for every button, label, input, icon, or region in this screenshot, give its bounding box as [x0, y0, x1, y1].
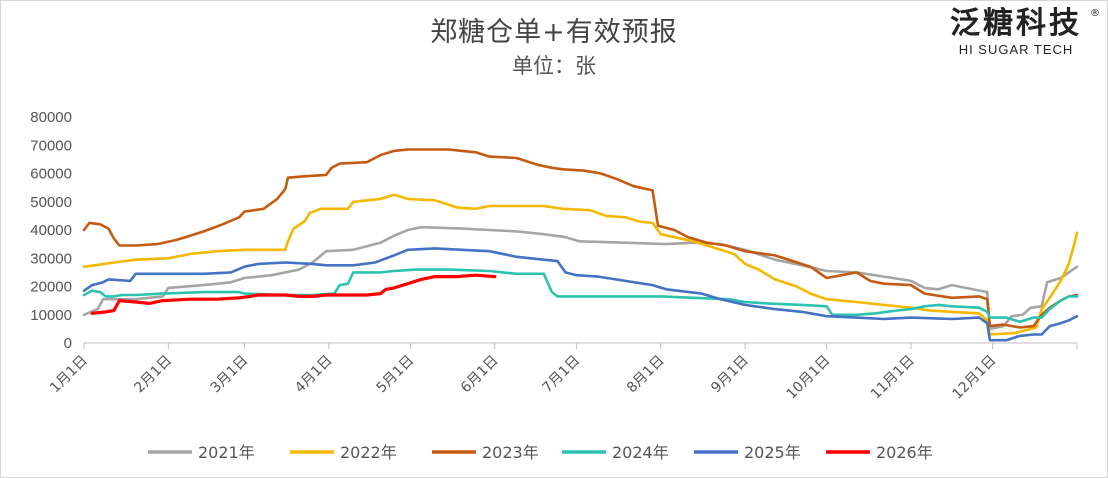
x-tick-label: 2月1日	[131, 353, 175, 397]
x-tick-label: 5月1日	[374, 353, 418, 397]
y-tick-label: 70000	[30, 137, 72, 154]
x-tick-label: 8月1日	[624, 353, 668, 397]
x-tick-label: 10月1日	[784, 353, 834, 403]
y-tick-label: 50000	[30, 194, 72, 211]
x-tick-label: 9月1日	[708, 353, 752, 397]
x-tick-label: 7月1日	[540, 353, 584, 397]
x-tick-label: 6月1日	[458, 353, 502, 397]
series-line	[82, 268, 1079, 324]
x-tick-label: 12月1日	[949, 353, 999, 403]
brand-logo-cn-text: 泛糖科技	[950, 6, 1082, 41]
legend-label: 2026年	[876, 443, 933, 462]
legend-label: 2024年	[612, 443, 669, 462]
series-line	[82, 148, 1079, 329]
brand-logo: 泛糖科技 HI SUGAR TECH ®	[936, 6, 1100, 57]
y-tick-label: 40000	[30, 222, 72, 239]
y-tick-label: 30000	[30, 250, 72, 267]
y-tick-label: 0	[64, 335, 72, 352]
y-tick-label: 60000	[30, 166, 72, 183]
chart-subtitle: 单位：张	[512, 54, 596, 78]
legend-label: 2023年	[482, 443, 539, 462]
y-tick-label: 80000	[30, 109, 72, 126]
legend-label: 2025年	[744, 443, 801, 462]
brand-logo-en-text: HI SUGAR TECH	[958, 42, 1074, 57]
legend-label: 2021年	[198, 443, 255, 462]
y-tick-label: 10000	[30, 307, 72, 324]
x-tick-label: 1月1日	[47, 353, 91, 397]
legend-label: 2022年	[340, 443, 397, 462]
series-line	[82, 193, 1079, 336]
x-tick-label: 11月1日	[868, 353, 918, 403]
chart-title: 郑糖仓单+有效预报	[430, 17, 678, 48]
x-tick-label: 3月1日	[208, 353, 252, 397]
series-line	[82, 247, 1079, 342]
y-tick-label: 20000	[30, 279, 72, 296]
series-line	[82, 225, 1079, 331]
registered-icon: ®	[1090, 8, 1100, 19]
series-line	[90, 273, 497, 315]
x-tick-label: 4月1日	[292, 353, 336, 397]
